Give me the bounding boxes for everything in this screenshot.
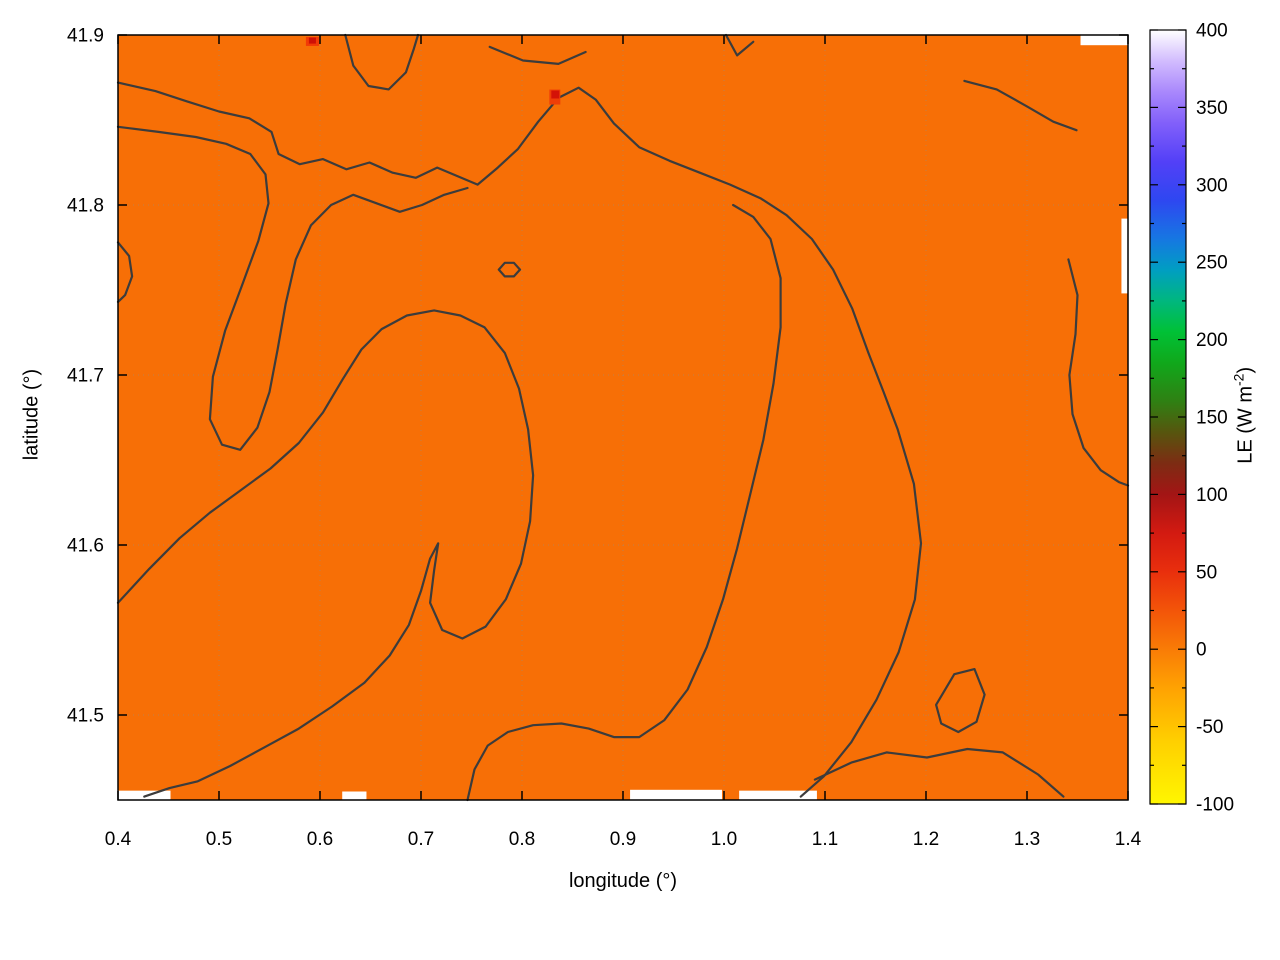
x-tick-label: 1.3 — [1014, 829, 1040, 850]
colorbar-tick-label: 250 — [1196, 253, 1228, 274]
colorbar-ticks: -100 -50 0 50 100 150 200 250 300 350 400 — [1150, 21, 1234, 816]
contour-line — [724, 33, 755, 57]
colorbar-tick-label: 350 — [1196, 98, 1228, 119]
x-tick-label: 0.5 — [206, 829, 232, 850]
contour-line — [116, 81, 923, 798]
x-tick-label: 1.0 — [711, 829, 737, 850]
hotspot — [551, 90, 560, 99]
contour-line — [813, 747, 1065, 798]
y-tick-label: 41.6 — [67, 536, 104, 557]
axis-ticks: 0.4 0.5 0.6 0.7 0.8 0.9 1.0 1.1 1.2 1.3 1.4 41.5 41.… — [67, 26, 1142, 851]
x-tick-label: 1.2 — [913, 829, 939, 850]
nodata-gap — [630, 789, 722, 800]
x-tick-label: 0.8 — [509, 829, 535, 850]
hotspot — [308, 37, 316, 44]
colorbar-tick-label: 50 — [1196, 562, 1217, 583]
nodata-gap — [1121, 218, 1128, 294]
y-tick-label: 41.7 — [67, 366, 104, 387]
contour-line — [116, 125, 469, 451]
y-tick-label: 41.8 — [67, 196, 104, 217]
nodata-gap — [739, 790, 817, 800]
x-tick-label: 0.7 — [408, 829, 434, 850]
contour-line — [1067, 258, 1130, 487]
colorbar-tick-label: 150 — [1196, 408, 1228, 429]
x-tick-label: 0.9 — [610, 829, 636, 850]
nodata-gap — [1080, 35, 1128, 46]
x-tick-label: 1.4 — [1115, 829, 1142, 850]
colorbar-tick-label: 200 — [1196, 330, 1228, 351]
nodata-gaps — [118, 35, 1128, 800]
nodata-gap — [342, 791, 367, 800]
contour-line — [488, 45, 587, 66]
x-tick-label: 1.1 — [812, 829, 838, 850]
contour-line — [497, 261, 522, 278]
colorbar-tick-label: -100 — [1196, 795, 1234, 816]
colorbar-label-main: LE (W m — [1234, 386, 1257, 464]
colorbar-label: LE (W m-2) — [1231, 305, 1258, 525]
colorbar-tick-label: -50 — [1196, 717, 1223, 738]
colorbar-tick-label: 300 — [1196, 175, 1228, 196]
hotspots — [305, 36, 561, 105]
nodata-gap — [118, 790, 171, 800]
contour-line — [344, 33, 420, 91]
y-axis-label: latitude (°) — [20, 368, 43, 461]
contour-line — [963, 79, 1078, 132]
grid-lines — [118, 35, 1128, 800]
colorbar-tick-label: 0 — [1196, 640, 1207, 661]
contour-line — [116, 309, 535, 798]
contour-lines — [116, 33, 1130, 802]
x-axis-label: longitude (°) — [568, 870, 678, 892]
colorbar-label-exponent: -2 — [1230, 373, 1247, 386]
x-tick-label: 0.6 — [307, 829, 333, 850]
colorbar-tick-label: 100 — [1196, 485, 1228, 506]
y-tick-label: 41.9 — [67, 26, 104, 47]
contour-line — [116, 241, 134, 303]
colorbar-tick-label: 400 — [1196, 21, 1228, 42]
colorbar-label-close: ) — [1234, 366, 1257, 374]
x-tick-label: 0.4 — [105, 829, 132, 850]
y-tick-label: 41.5 — [67, 706, 104, 727]
contour-line — [934, 667, 986, 734]
contour-line — [466, 203, 782, 802]
